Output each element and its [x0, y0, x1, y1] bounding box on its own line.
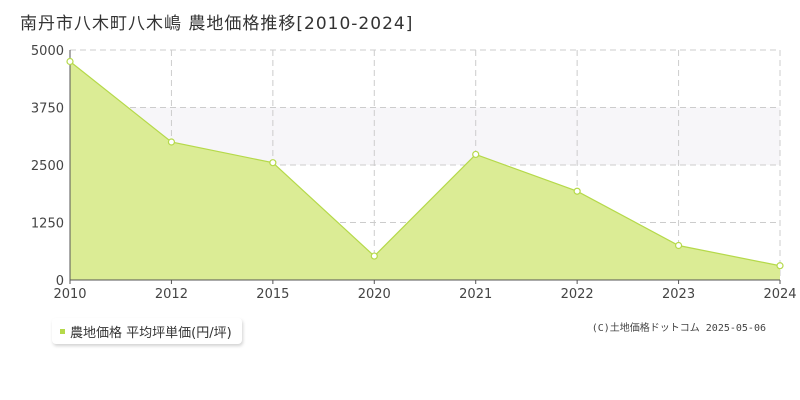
x-tick-label: 2024	[763, 287, 796, 302]
x-tick-label: 2015	[256, 287, 289, 302]
x-tick-label: 2023	[662, 287, 695, 302]
data-point-2010	[66, 57, 74, 66]
y-tick-label: 2500	[31, 159, 64, 174]
y-tick-label: 0	[56, 274, 64, 289]
data-point-2022	[573, 187, 581, 195]
legend-swatch	[60, 328, 65, 334]
data-point-2012	[167, 138, 176, 146]
x-tick-label: 2021	[459, 287, 492, 302]
data-point-2021	[472, 150, 480, 159]
data-point-2015	[269, 159, 277, 167]
chart-title: 南丹市八木町八木嶋 農地価格推移[2010-2024]	[20, 14, 414, 34]
x-tick-label: 2012	[155, 287, 188, 302]
x-tick-label: 2010	[53, 287, 86, 302]
legend: 農地価格 平均坪単価(円/坪)	[52, 318, 242, 344]
x-tick-label: 2022	[561, 287, 594, 302]
copyright-text: (C)土地価格ドットコム 2025-05-06	[591, 323, 766, 334]
series-line	[69, 61, 781, 267]
y-tick-label: 1250	[31, 217, 64, 232]
data-point-2023	[674, 241, 683, 250]
series-area	[70, 61, 780, 280]
data-point-2024	[776, 262, 784, 270]
y-tick-label: 5000	[31, 44, 64, 59]
data-point-2020	[370, 252, 378, 260]
y-tick-label: 3750	[31, 102, 64, 117]
x-tick-label: 2020	[358, 287, 391, 302]
legend-label: 農地価格 平均坪単価(円/坪)	[70, 325, 232, 341]
